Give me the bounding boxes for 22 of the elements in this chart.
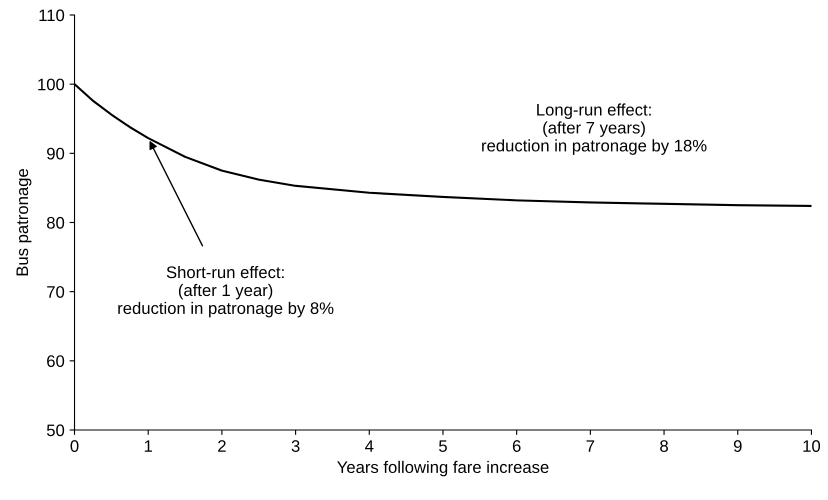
x-tick-label: 9 xyxy=(734,440,742,452)
x-tick-label: 4 xyxy=(365,440,374,452)
y-tick-label: 110 xyxy=(39,9,64,22)
x-tick-label: 3 xyxy=(292,440,300,452)
y-axis-title: Bus patronage xyxy=(16,169,32,276)
annotation: Long-run effect: (after 7 years) reduction in patronage by 18% xyxy=(482,103,707,155)
x-tick-label: 1 xyxy=(144,440,152,452)
x-tick-label: 0 xyxy=(70,440,79,452)
x-tick-label: 8 xyxy=(660,440,668,452)
x-tick-label: 10 xyxy=(803,440,820,452)
y-tick-label: 60 xyxy=(47,355,64,368)
y-tick-label: 100 xyxy=(38,78,64,90)
x-tick-label: 6 xyxy=(512,440,521,452)
y-tick-label: 80 xyxy=(46,216,64,229)
annotation: Short-run effect: (after 1 year) reduction in patronage by 8% xyxy=(118,266,334,318)
y-tick-label: 50 xyxy=(46,424,64,436)
x-tick-label: 5 xyxy=(439,440,447,452)
y-tick-label: 70 xyxy=(47,286,64,298)
y-tick-label: 90 xyxy=(47,148,64,160)
x-tick-label: 7 xyxy=(586,440,594,452)
x-axis-title: Years following fare increase xyxy=(337,460,548,476)
x-tick-label: 2 xyxy=(218,440,226,452)
